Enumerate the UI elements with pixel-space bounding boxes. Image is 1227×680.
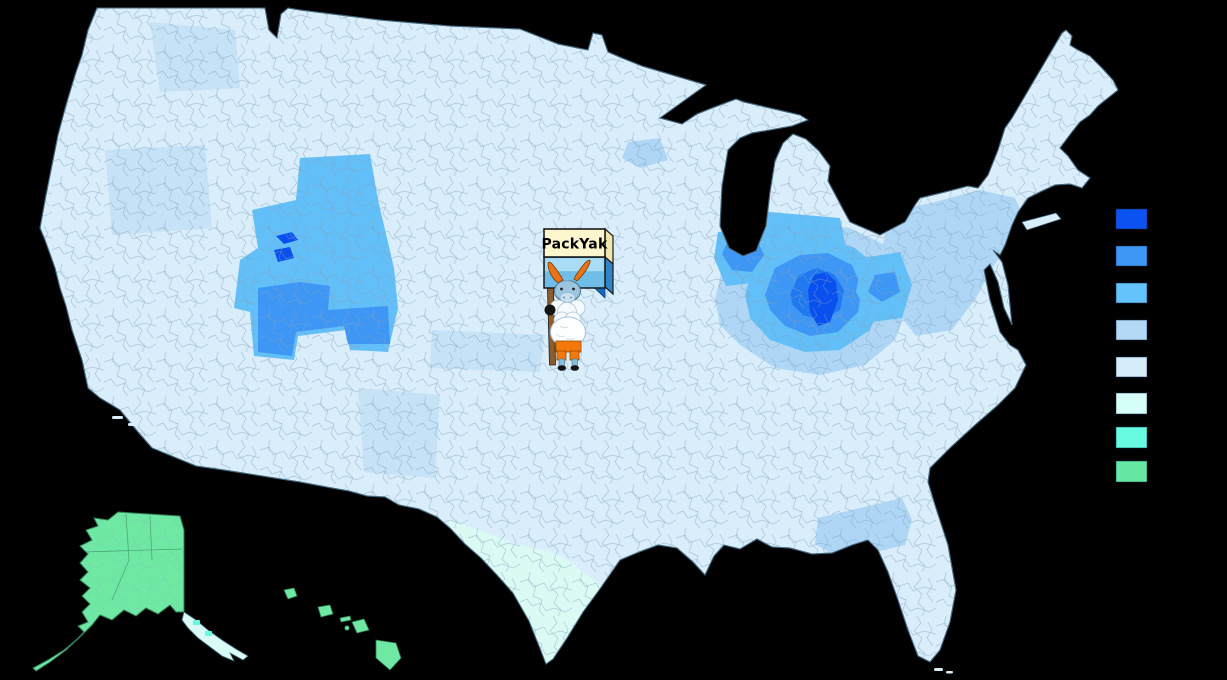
yak-nostril-right — [570, 296, 572, 299]
legend-swatch-3 — [1115, 282, 1148, 304]
yak-mascot[interactable] — [544, 259, 591, 371]
channel-island-a — [112, 416, 123, 419]
hawaii-lanai[interactable] — [344, 625, 350, 631]
hawaii-oahu[interactable] — [317, 604, 334, 618]
yak-horn-left-icon — [547, 261, 564, 284]
yak-hoof-right — [570, 365, 579, 371]
alaska-group[interactable] — [30, 505, 249, 680]
sign-panel-side — [604, 255, 614, 296]
legend-swatch-5 — [1115, 356, 1148, 378]
hawaii-kauai[interactable] — [283, 587, 298, 600]
sign-board[interactable] — [543, 228, 606, 258]
hawaii-big-island[interactable] — [375, 639, 402, 671]
legend-swatch-1 — [1115, 208, 1148, 230]
yak-pant-leg-left — [556, 350, 567, 361]
legend-swatch-8 — [1115, 460, 1148, 483]
hawaii-islands[interactable] — [283, 587, 402, 671]
yak-hoof-left — [557, 365, 566, 371]
yak-eye-right — [572, 287, 575, 291]
yak-eye-left — [560, 287, 563, 291]
long-island-region — [1021, 212, 1062, 231]
alaska-region[interactable] — [32, 511, 185, 672]
legend-swatch-7 — [1115, 426, 1148, 449]
legend-swatch-4 — [1115, 319, 1148, 341]
florida-keys-b — [946, 671, 953, 674]
yak-nostril-left — [563, 296, 565, 299]
hawaii-maui[interactable] — [351, 618, 370, 634]
packyak-sign-label: PackYak — [542, 237, 608, 253]
legend-swatch-2 — [1115, 245, 1148, 267]
yak-pant-leg-right — [569, 350, 580, 361]
legend — [1115, 208, 1148, 483]
yak-hand — [544, 304, 556, 316]
yak-horn-right-icon — [573, 259, 591, 282]
legend-swatch-6 — [1115, 392, 1148, 415]
yak-pants — [555, 340, 582, 353]
florida-keys-a — [934, 668, 943, 671]
alaska-panhandle-region[interactable] — [181, 611, 249, 662]
hawaii-molokai[interactable] — [339, 615, 352, 623]
channel-island-b — [128, 423, 137, 426]
